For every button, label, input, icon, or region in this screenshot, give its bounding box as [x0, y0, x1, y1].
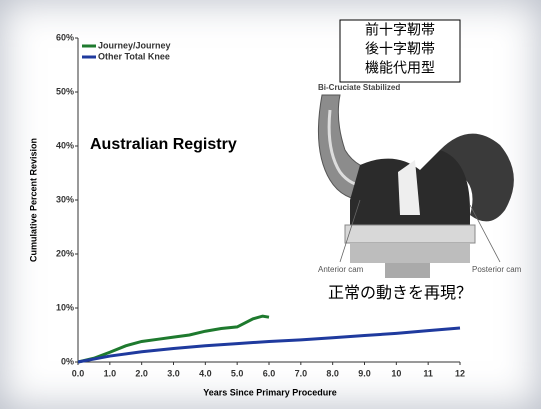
x-tick-label: 7.0 [295, 368, 308, 378]
legend-label: Other Total Knee [98, 51, 170, 61]
series-line [77, 326, 461, 364]
implant-image [317, 19, 514, 278]
y-tick-label: 30% [56, 194, 74, 204]
box-line: 機能代用型 [365, 60, 435, 76]
x-axis-title: Years Since Primary Procedure [203, 387, 337, 397]
x-tick-label: 11 [423, 368, 433, 378]
image-label: Posterior cam [472, 265, 522, 274]
x-tick-label: 10 [391, 368, 401, 378]
y-tick-label: 40% [56, 140, 74, 150]
y-tick-label: 10% [56, 302, 74, 312]
x-tick-label: 9.0 [358, 368, 371, 378]
y-tick-label: 60% [56, 32, 74, 42]
y-tick-label: 50% [56, 86, 74, 96]
box-line: 後十字靭帯 [365, 41, 435, 57]
x-tick-label: 2.0 [135, 368, 148, 378]
legend-label: Journey/Journey [98, 40, 171, 50]
question: 正常の動きを再現？ [328, 284, 472, 302]
x-tick-label: 0.0 [72, 368, 85, 378]
x-tick-label: 6.0 [263, 368, 276, 378]
x-tick-label: 12 [455, 368, 465, 378]
x-tick-label: 4.0 [199, 368, 212, 378]
y-tick-label: 0% [61, 356, 74, 366]
x-tick-label: 8.0 [326, 368, 339, 378]
x-tick-label: 1.0 [104, 368, 117, 378]
y-tick-label: 20% [56, 248, 74, 258]
y-axis-title: Cumulative Percent Revision [28, 138, 38, 262]
x-tick-label: 3.0 [167, 368, 180, 378]
series-line [77, 314, 270, 364]
image-caption: Bi-Cruciate Stabilized [318, 83, 400, 92]
x-tick-label: 5.0 [231, 368, 244, 378]
box-line: 前十字靭帯 [365, 22, 435, 38]
annotation: Australian Registry [90, 136, 237, 153]
image-label: Anterior cam [318, 265, 364, 274]
